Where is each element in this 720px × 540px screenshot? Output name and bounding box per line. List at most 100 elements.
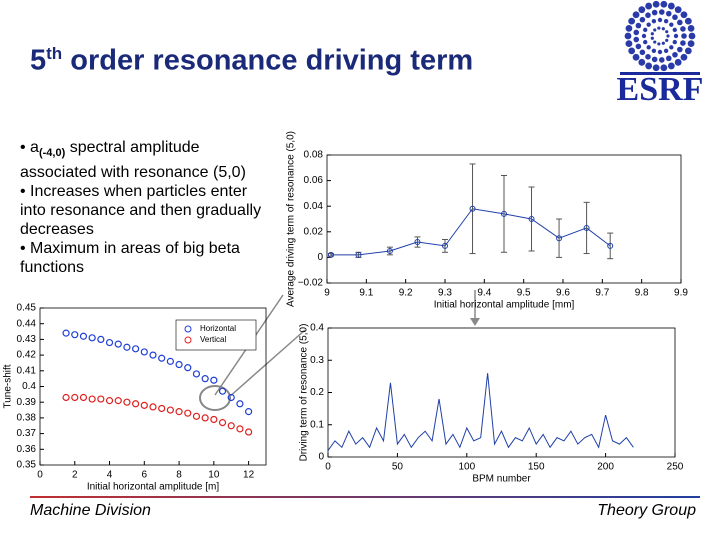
logo-dot [687,40,695,48]
bullet-text: spectral amplitude associated with reson… [20,139,246,182]
y-tick-label: 0.43 [17,334,37,345]
logo-dot [667,62,675,70]
data-point [386,248,393,254]
logo-dot [645,62,653,70]
data-point [79,393,88,402]
logo-dot [661,41,665,45]
logo-dot [628,17,636,25]
legend-label: Vertical [200,335,226,344]
data-point [105,397,114,405]
x-tick-label: 150 [528,462,545,473]
logo-dot [645,12,651,19]
x-tick-label: 9.5 [517,288,531,299]
title-text: order resonance driving term [70,44,474,77]
y-tick-label: 0.3 [310,355,324,366]
data-point [414,239,421,246]
logo-dot [680,53,688,61]
x-tick-label: 12 [243,470,255,481]
logo-dot [658,57,665,63]
x-tick-label: 50 [392,462,404,473]
x-axis-label: BPM number [472,474,531,485]
logo-dot [638,58,646,66]
y-tick-label: 0.42 [17,350,37,361]
error-bar [528,186,535,252]
logo-dot [645,2,653,10]
bullet-text: Maximum in areas of big beta functions [20,240,240,277]
bullet-subscript: (-4,0) [38,147,66,160]
x-tick-label: 2 [72,470,78,481]
y-tick-label: 0.45 [17,303,37,314]
footer-rule [30,496,700,498]
x-axis-label: Initial horizontal amplitude [m] [87,482,220,493]
error-bar [607,232,614,260]
data-point [210,376,218,384]
footer-left: Machine Division [30,502,151,519]
logo-dot [650,36,654,40]
logo-dot [665,30,669,34]
data-point [236,425,244,433]
x-tick-label: 0 [37,470,43,481]
logo-dot [657,17,663,23]
data-point [528,216,535,222]
logo-dot [666,34,670,38]
logo-dot [674,58,682,66]
logo-dot [674,6,682,14]
logo-dot [669,45,674,50]
footer-right: Theory Group [597,502,696,519]
error-bar [583,201,590,255]
x-tick-label: 250 [667,462,684,473]
logo-dot [628,47,636,55]
logo-dot [680,40,686,46]
data-point [114,397,122,405]
bullet-symbol: a [30,139,39,156]
logo-dot [651,56,658,63]
x-tick-label: 8 [176,470,182,481]
data-point [71,331,79,339]
logo-dot [673,33,679,39]
logo-dot [672,27,677,33]
logo-bar [620,72,700,75]
data-point [218,419,227,427]
x-tick-label: 9.6 [556,288,570,299]
y-tick-label: 0.35 [17,460,37,471]
error-bar [469,163,476,255]
data-point [184,364,192,372]
data-point [71,393,79,402]
data-point [218,387,227,395]
highlight-circle [199,385,231,411]
logo-dot [658,9,665,15]
y-tick-label: 0.36 [17,444,37,455]
data-point [114,340,122,348]
data-point [158,354,166,362]
bullet-list: a(-4,0) spectral amplitude associated wi… [20,138,270,277]
bullet: Increases when particles enter into reso… [20,182,270,239]
data-point [210,415,218,424]
y-tick-label: 0.39 [17,397,37,408]
legend-marker [184,325,192,333]
x-tick-label: 9.8 [635,288,649,299]
legend-label: Horizontal [200,324,236,333]
data-point [123,398,131,406]
logo-dot [677,46,683,53]
logo-dot [646,22,651,27]
logo-dot [651,48,657,53]
bullet: Maximum in areas of big beta functions [20,239,270,277]
logo-dot [672,51,678,58]
data-point [201,375,209,383]
data-point [149,351,157,359]
x-tick-label: 9 [324,288,330,299]
data-point [192,370,201,378]
data-point [556,235,563,242]
x-tick-label: 9.1 [359,288,373,299]
logo-dot [680,26,686,32]
bullet: a(-4,0) spectral amplitude associated wi… [20,138,270,182]
logo-dot [663,19,669,24]
logo-dot [665,10,672,17]
logo-dot [635,22,642,29]
logo-dot [633,29,640,36]
logo-dot [688,32,696,40]
logo-dot [657,42,661,46]
data-point [583,224,590,231]
data-point [442,242,448,249]
logo-dot [657,26,661,30]
